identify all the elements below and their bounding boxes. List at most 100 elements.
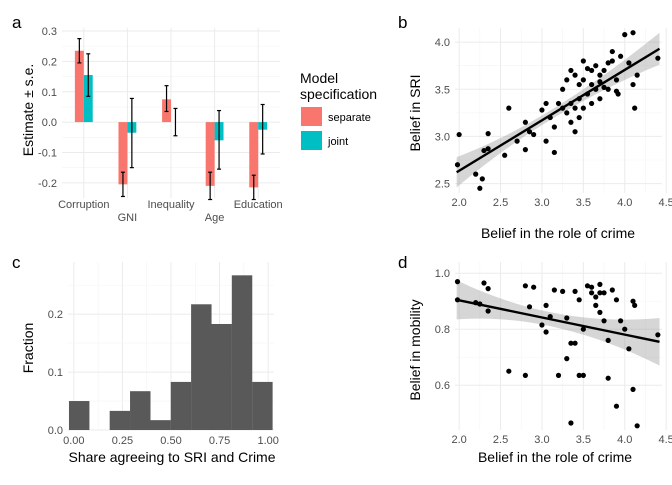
panel-a-y-ticks: -0.2 -0.1 0.0 0.1 0.2 0.3 <box>38 26 57 190</box>
panel-a-x-tick-label: Age <box>205 212 225 224</box>
panel-d-data-point <box>632 302 638 308</box>
panel-a-errorbar-separate-education <box>251 174 256 201</box>
panel-b-data-point <box>502 152 508 158</box>
panel-b-points <box>454 30 661 191</box>
panel-b-data-point <box>580 77 586 83</box>
panel-d-gridlines <box>455 262 667 430</box>
panel-b-x-tick-label: 3.5 <box>576 197 591 209</box>
panel-d-data-point <box>539 322 545 328</box>
panel-b-data-point <box>609 48 615 55</box>
panel-b-y-tick-label: 3.0 <box>435 131 450 143</box>
panel-d-data-point <box>485 286 491 292</box>
panel-b-data-point <box>605 60 611 66</box>
panel-c-x-tick-label: 0.50 <box>160 435 181 447</box>
panel-c-x-ticks: 0.00 0.25 0.50 0.75 1.00 <box>63 435 279 447</box>
panel-b-data-point <box>543 100 549 107</box>
panel-b-data-point <box>543 138 549 144</box>
panel-a-errorbar-joint-age <box>217 109 222 170</box>
panel-b-data-point <box>597 72 603 78</box>
panel-a-errorbar-joint-gni <box>129 97 134 169</box>
panel-a-error-bars <box>77 38 265 201</box>
panel-b-data-point <box>630 81 636 88</box>
panel-a-x-tick-label: Inequality <box>147 199 195 211</box>
panel-b-data-point <box>539 107 545 113</box>
panel-c-y-ticks: 0.0 0.1 0.2 <box>48 309 63 437</box>
panel-b-data-point <box>526 129 533 135</box>
panel-b-data-point <box>485 131 491 137</box>
panel-d-data-point <box>597 281 603 287</box>
panel-d-data-point <box>543 329 549 335</box>
panel-d-points <box>454 279 661 429</box>
panel-d-ci-band <box>456 280 660 366</box>
legend-label-joint: joint <box>327 136 348 148</box>
panel-d-data-point <box>526 304 533 310</box>
panel-letter-a: a <box>12 13 22 32</box>
panel-c-x-axis-title: Share agreeing to SRI and Crime <box>69 449 276 465</box>
panel-d-data-point <box>485 308 491 314</box>
panel-b-data-point <box>601 84 607 90</box>
panel-c-histogram-bar <box>231 275 253 430</box>
panel-d-regression-line <box>456 298 660 343</box>
panel-d-data-point <box>630 298 636 304</box>
panel-d-data-point <box>572 340 578 346</box>
panel-a-errorbar-joint-inequality <box>173 107 178 137</box>
panel-b-data-point <box>630 30 636 36</box>
panel-b-data-point <box>601 67 607 74</box>
panel-d-data-point <box>626 346 632 352</box>
panel-letter-d: d <box>398 253 407 272</box>
panel-c-y-axis-title: Fraction <box>20 323 36 374</box>
panel-b-data-point <box>609 58 615 64</box>
panel-b-data-point <box>560 86 566 92</box>
panel-b-y-ticks: 2.5 3.0 3.5 4.0 <box>435 37 450 190</box>
panel-d-data-point <box>597 290 603 296</box>
panel-b-data-point <box>564 77 570 83</box>
panel-d-data-point <box>522 283 528 289</box>
panel-d-data-point <box>613 297 620 303</box>
panel-a-y-tick-label: 0.2 <box>42 56 57 68</box>
panel-b-data-point <box>456 131 462 138</box>
panel-d-data-point <box>522 372 528 378</box>
panel-b-y-axis-title: Belief in SRI <box>407 74 423 151</box>
panel-c-histogram-bar <box>130 391 151 430</box>
panel-b-data-point <box>572 105 578 111</box>
panel-d-x-tick-label: 2.0 <box>451 434 466 446</box>
panel-d-data-point <box>618 318 624 324</box>
legend-swatch-joint <box>301 131 322 150</box>
panel-d-data-point <box>584 283 591 289</box>
panel-c-x-tick-label: 1.00 <box>257 435 278 447</box>
panel-d-data-point <box>506 368 512 374</box>
panel-b-data-point <box>584 65 591 72</box>
panel-b-data-point <box>454 162 461 168</box>
panel-d-data-point <box>630 386 636 392</box>
panel-b-data-point <box>632 105 638 111</box>
panel-b-data-point <box>576 81 582 88</box>
panel-b-data-point <box>593 63 599 69</box>
panel-d-data-point <box>543 302 549 308</box>
panel-d-data-point <box>609 287 615 293</box>
panel-b-y-tick-label: 4.0 <box>435 37 450 49</box>
panel-b-data-point <box>597 96 603 102</box>
panel-b-data-point <box>564 110 570 116</box>
panel-d-data-point <box>605 337 611 343</box>
panel-d-data-point <box>601 318 607 324</box>
panel-b-data-point <box>572 72 578 78</box>
panel-b-data-point <box>551 124 557 130</box>
panel-d-y-ticks: 0.6 0.8 1.0 <box>435 268 450 392</box>
panel-b-data-point <box>655 55 661 61</box>
panel-letter-c: c <box>12 253 21 272</box>
panel-b-data-point <box>531 131 537 138</box>
panel-b-data-point <box>551 149 557 156</box>
panel-d-y-tick-label: 1.0 <box>435 268 450 280</box>
panel-b-regression-line <box>456 47 661 174</box>
panel-d-data-point <box>531 284 537 290</box>
panel-c-histogram-bar <box>68 401 90 430</box>
panel-b-data-point <box>473 171 479 177</box>
legend-title-line-1: Model <box>300 70 338 86</box>
panel-a-errorbar-separate-corruption <box>77 38 82 64</box>
panel-d-data-point <box>481 280 487 286</box>
panel-a-bar-separate-corruption <box>74 50 84 123</box>
panel-c-bars <box>68 275 273 430</box>
panel-d-data-point <box>576 297 582 303</box>
panel-b-x-axis-title: Belief in the role of crime <box>481 225 635 241</box>
